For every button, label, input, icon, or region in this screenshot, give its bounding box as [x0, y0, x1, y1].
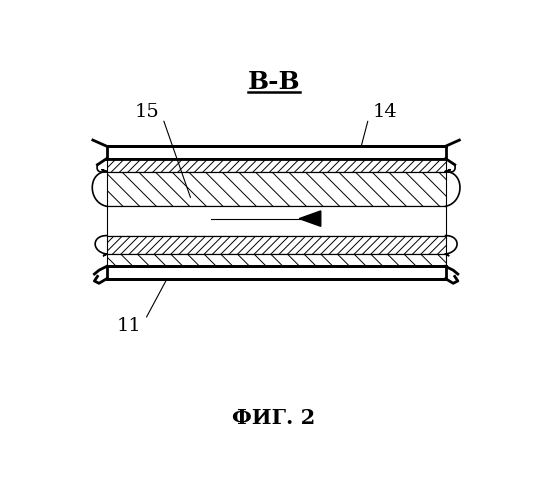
Text: 11: 11: [117, 316, 141, 334]
Bar: [106, 236, 446, 254]
Bar: [106, 206, 446, 236]
Polygon shape: [299, 211, 321, 226]
Text: В-В: В-В: [248, 70, 300, 94]
Bar: [106, 158, 446, 172]
Text: 15: 15: [134, 104, 159, 122]
Bar: [106, 172, 446, 206]
Text: 14: 14: [372, 104, 397, 122]
Text: ФИГ. 2: ФИГ. 2: [232, 408, 316, 428]
Bar: [106, 254, 446, 266]
Bar: [106, 146, 446, 158]
Bar: [106, 266, 446, 278]
